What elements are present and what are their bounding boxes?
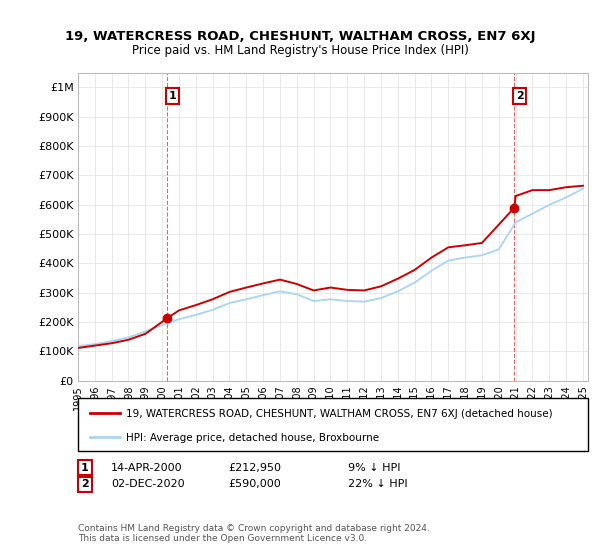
Text: 1: 1 — [81, 463, 89, 473]
Text: 2: 2 — [516, 91, 524, 101]
Text: £212,950: £212,950 — [228, 463, 281, 473]
Text: Price paid vs. HM Land Registry's House Price Index (HPI): Price paid vs. HM Land Registry's House … — [131, 44, 469, 57]
Text: 14-APR-2000: 14-APR-2000 — [111, 463, 182, 473]
Text: HPI: Average price, detached house, Broxbourne: HPI: Average price, detached house, Brox… — [126, 433, 379, 444]
Text: 19, WATERCRESS ROAD, CHESHUNT, WALTHAM CROSS, EN7 6XJ (detached house): 19, WATERCRESS ROAD, CHESHUNT, WALTHAM C… — [126, 409, 553, 419]
Text: 1: 1 — [169, 91, 176, 101]
Text: Contains HM Land Registry data © Crown copyright and database right 2024.
This d: Contains HM Land Registry data © Crown c… — [78, 524, 430, 543]
Text: 9% ↓ HPI: 9% ↓ HPI — [348, 463, 401, 473]
Text: 2: 2 — [81, 479, 89, 489]
Text: 19, WATERCRESS ROAD, CHESHUNT, WALTHAM CROSS, EN7 6XJ: 19, WATERCRESS ROAD, CHESHUNT, WALTHAM C… — [65, 30, 535, 43]
Text: 22% ↓ HPI: 22% ↓ HPI — [348, 479, 407, 489]
Text: £590,000: £590,000 — [228, 479, 281, 489]
Text: 02-DEC-2020: 02-DEC-2020 — [111, 479, 185, 489]
